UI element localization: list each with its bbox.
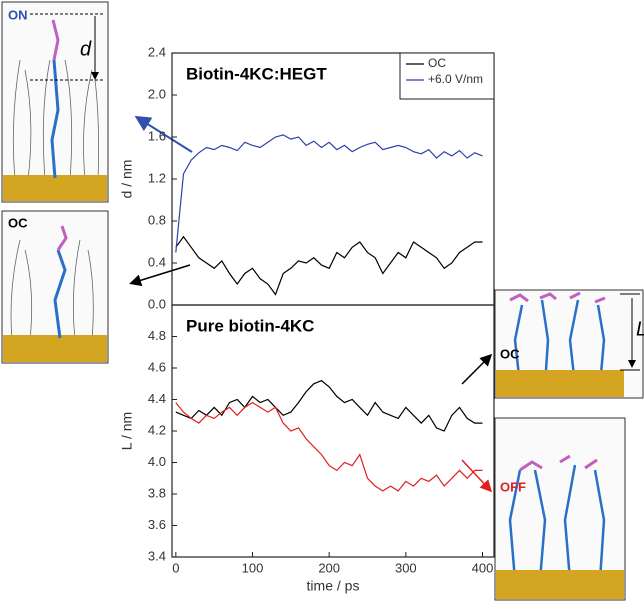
x-axis-label: time / ps	[307, 578, 360, 594]
legend-label: OC	[428, 56, 446, 70]
x-tick-label: 0	[172, 560, 179, 575]
x-tick-label: 200	[318, 560, 340, 575]
illustration-on	[1, 1, 109, 203]
line-series	[175, 134, 483, 253]
y-tick-label: 4.4	[148, 391, 166, 406]
y-tick-label: 2.0	[148, 86, 166, 101]
y-tick-label: 3.4	[148, 548, 166, 563]
annotation: d	[80, 38, 92, 60]
y-tick-label: 4.0	[148, 454, 166, 469]
annotation: L	[636, 318, 644, 340]
y-tick-label: 0.8	[148, 212, 166, 227]
x-tick-label: 100	[242, 560, 264, 575]
line-series	[175, 379, 483, 432]
y-tick-label: 0.4	[148, 254, 166, 269]
panel-title: Biotin-4KC:HEGT	[186, 64, 327, 83]
series-label: OFF	[500, 479, 526, 494]
illustration-oc-top	[1, 210, 109, 364]
series-label: OC	[500, 346, 520, 361]
y-tick-label: 3.8	[148, 485, 166, 500]
arrow	[461, 459, 493, 493]
annotation: OC	[8, 215, 28, 230]
line-series	[175, 401, 483, 492]
illustration-oc-bottom	[494, 289, 644, 399]
x-tick-label: 300	[395, 560, 417, 575]
y-tick-label: 1.6	[148, 128, 166, 143]
y-tick-label: 3.6	[148, 517, 166, 532]
arrow	[461, 353, 493, 385]
line-series	[175, 235, 483, 296]
legend-label: +6.0 V/nm	[428, 72, 483, 86]
panel-title: Pure biotin-4KC	[186, 316, 314, 335]
y-tick-label: 4.8	[148, 328, 166, 343]
plot-frame	[171, 304, 495, 558]
arrow	[134, 115, 193, 153]
legend-box	[399, 52, 495, 100]
y-tick-label: 1.2	[148, 170, 166, 185]
y-axis-label: d / nm	[119, 160, 135, 199]
y-tick-label: 4.2	[148, 422, 166, 437]
y-tick-label: 2.4	[148, 44, 166, 59]
arrow	[129, 264, 191, 287]
y-tick-label: 4.6	[148, 359, 166, 374]
annotation: ON	[8, 7, 28, 22]
illustration-off	[494, 417, 626, 601]
y-tick-label: 0.0	[148, 296, 166, 311]
x-tick-label: 400	[472, 560, 494, 575]
y-axis-label: L / nm	[119, 412, 135, 450]
